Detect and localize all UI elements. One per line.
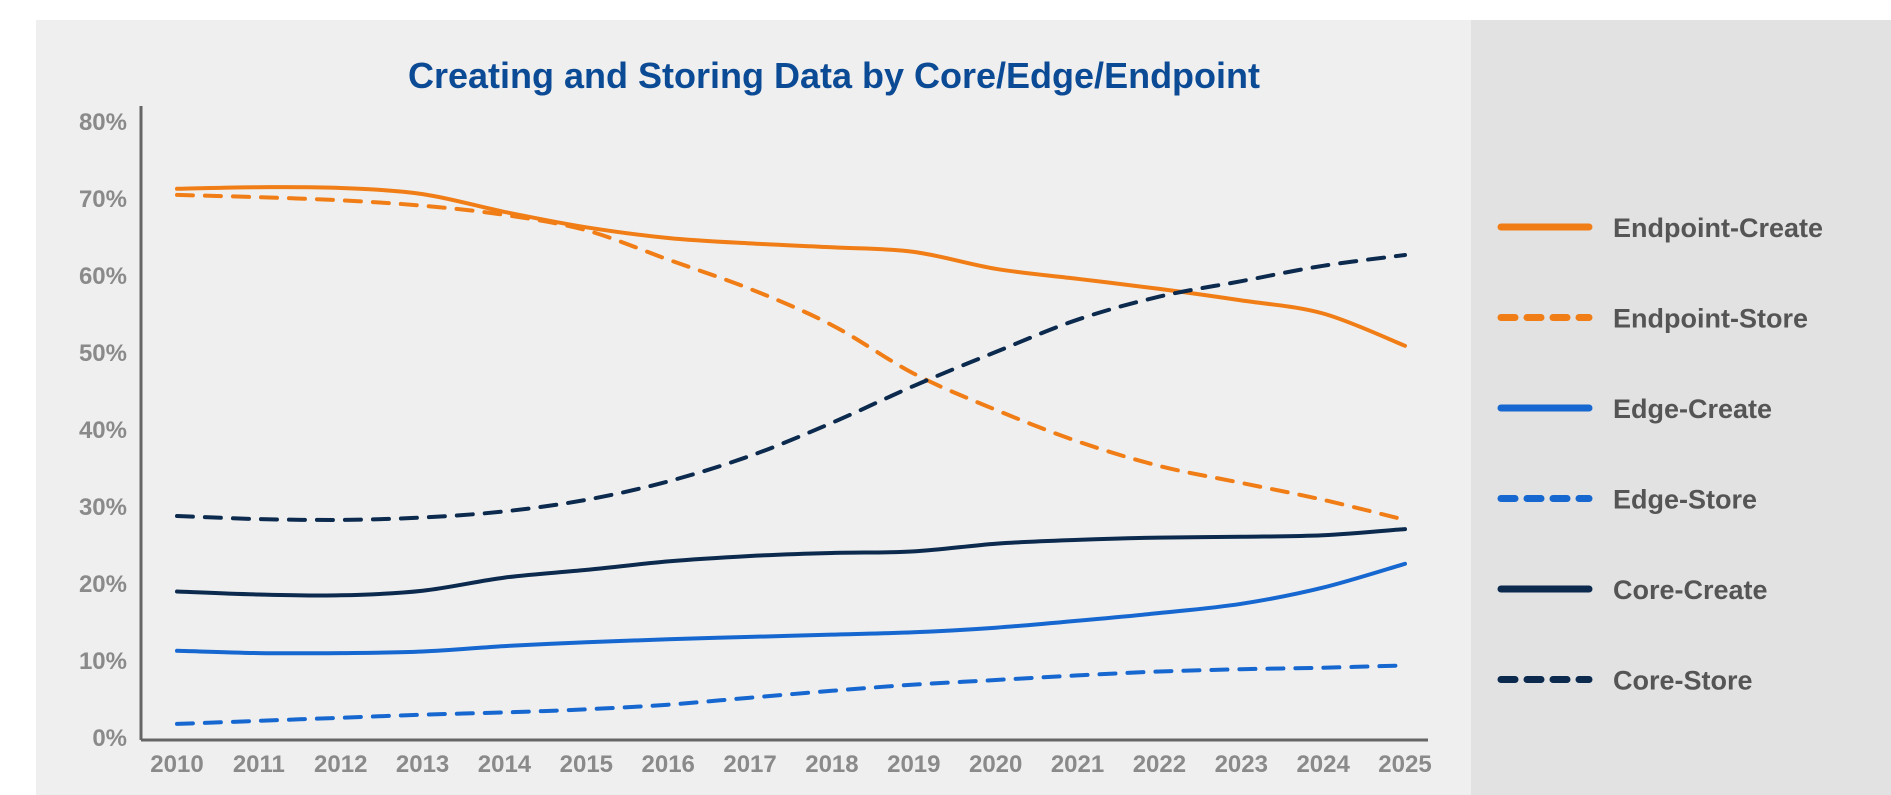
x-tick-label: 2021 <box>1051 751 1104 778</box>
legend-label-core-store: Core-Store <box>1613 666 1753 696</box>
legend-label-bold: Core <box>1613 666 1675 696</box>
x-tick-label: 2013 <box>396 751 449 778</box>
legend-label-bold: Edge <box>1613 485 1679 515</box>
legend-label-rest: -Store <box>1730 304 1808 334</box>
y-tick-labels: 0% 10% 20% 30% 40% 50% 60% 70% 80% <box>79 109 127 752</box>
legend: Endpoint-CreateEndpoint-StoreEdge-Create… <box>1497 213 1823 696</box>
series-line-endpoint-create <box>175 185 1407 348</box>
legend-label-rest: -Create <box>1675 575 1768 605</box>
legend-label-bold: Endpoint <box>1613 213 1730 243</box>
x-tick-label: 2024 <box>1296 751 1350 778</box>
x-tick-label: 2010 <box>150 751 203 778</box>
y-tick-label: 0% <box>92 725 127 752</box>
y-tick-label: 70% <box>79 186 127 213</box>
x-tick-label: 2016 <box>642 751 695 778</box>
legend-label-rest: -Store <box>1679 485 1757 515</box>
y-tick-label: 10% <box>79 648 127 675</box>
legend-label-bold: Edge <box>1613 394 1679 424</box>
legend-label-bold: Endpoint <box>1613 304 1730 334</box>
y-tick-label: 20% <box>79 571 127 598</box>
x-tick-label: 2014 <box>478 751 532 778</box>
legend-label-edge-create: Edge-Create <box>1613 394 1772 424</box>
x-tick-labels: 2010 2011 2012 2013 2014 2015 2016 2017 2018 2019… <box>150 751 1431 778</box>
y-tick-label: 60% <box>79 263 127 290</box>
chart-title: Creating and Storing Data by Core/Edge/E… <box>408 55 1260 96</box>
x-tick-label: 2011 <box>233 751 285 778</box>
series-lines <box>175 185 1407 726</box>
x-tick-label: 2022 <box>1133 751 1186 778</box>
series-line-endpoint-store <box>175 192 1407 522</box>
x-tick-label: 2012 <box>314 751 367 778</box>
y-tick-label: 30% <box>79 494 127 521</box>
legend-label-rest: -Create <box>1679 394 1772 424</box>
y-tick-label: 80% <box>79 109 127 136</box>
x-tick-label: 2018 <box>805 751 858 778</box>
x-tick-label: 2020 <box>969 751 1022 778</box>
legend-label-endpoint-create: Endpoint-Create <box>1613 213 1823 243</box>
series-line-core-create <box>175 527 1407 598</box>
legend-label-rest: -Create <box>1730 213 1823 243</box>
x-tick-label: 2019 <box>887 751 940 778</box>
x-tick-label: 2017 <box>723 751 776 778</box>
legend-label-edge-store: Edge-Store <box>1613 485 1757 515</box>
x-tick-label: 2023 <box>1215 751 1268 778</box>
legend-label-core-create: Core-Create <box>1613 575 1768 605</box>
y-tick-label: 40% <box>79 417 127 444</box>
series-line-edge-store <box>175 663 1407 726</box>
plot-background <box>36 20 1471 795</box>
x-tick-label: 2015 <box>560 751 613 778</box>
y-tick-label: 50% <box>79 340 127 367</box>
x-tick-label: 2025 <box>1378 751 1431 778</box>
legend-label-bold: Core <box>1613 575 1675 605</box>
legend-label-rest: -Store <box>1675 666 1753 696</box>
series-line-core-store <box>175 253 1407 522</box>
series-line-edge-create <box>175 561 1407 656</box>
legend-label-endpoint-store: Endpoint-Store <box>1613 304 1808 334</box>
